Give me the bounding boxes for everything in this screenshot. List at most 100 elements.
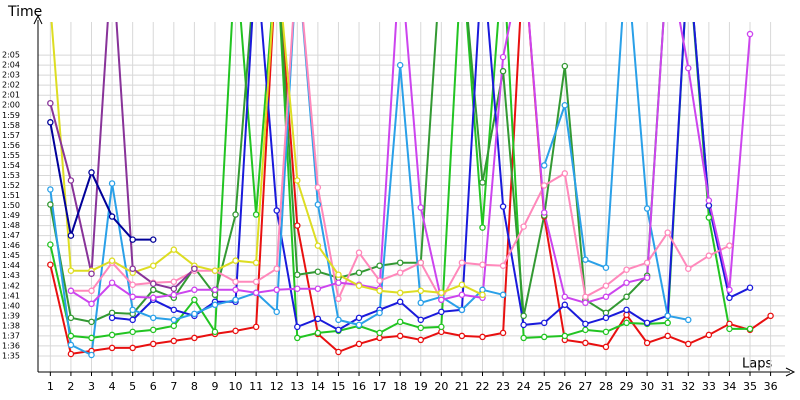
point-marker [458,259,466,266]
point-marker [335,295,342,303]
point-marker [273,207,280,214]
point-marker [499,329,507,337]
x-tick-label: 19 [414,380,428,393]
point-marker [746,30,754,38]
point-marker [479,261,486,268]
point-marker [273,308,280,316]
point-marker [88,351,95,359]
point-marker [108,213,116,220]
point-marker [479,224,486,231]
point-marker [67,314,75,322]
point-marker [232,278,239,285]
x-tick-label: 29 [620,380,634,393]
y-tick-label: 1:37 [2,331,20,340]
point-marker [582,339,589,347]
point-marker [355,321,363,329]
x-tick-label: 3 [88,380,95,393]
x-tick-label: 17 [373,380,387,393]
point-marker [458,291,466,299]
point-marker [520,312,527,320]
point-marker [602,343,610,351]
point-marker [232,211,239,218]
point-marker [499,291,507,299]
y-tick-label: 1:42 [2,281,20,290]
y-tick-label: 1:35 [2,351,20,360]
point-marker [540,162,548,169]
point-marker [643,205,651,212]
point-marker [376,262,383,269]
point-marker [252,259,260,266]
x-arrow [785,367,796,377]
point-marker [129,306,136,314]
y-tick-label: 1:41 [2,291,20,300]
y-arrow [33,14,43,25]
x-tick-label: 32 [681,380,695,393]
point-marker [582,320,589,328]
y-tick-label: 2:01 [2,91,20,100]
point-marker [396,332,404,340]
y-tick-label: 2:04 [2,61,20,70]
point-marker [170,291,178,299]
point-marker [479,333,486,341]
x-tick-label: 7 [170,380,177,393]
point-marker [88,318,95,326]
point-marker [561,170,569,177]
series-line [49,22,196,290]
point-marker [602,293,610,301]
point-marker [149,294,157,302]
x-tick-label: 21 [455,380,469,393]
point-marker [294,222,301,229]
x-tick-label: 25 [537,380,551,393]
y-axis-label: Time [7,4,42,20]
point-marker [252,289,260,297]
point-marker [170,246,178,253]
point-marker [191,296,198,304]
x-tick-label: 20 [434,380,448,393]
y-tick-label: 1:54 [2,161,20,170]
point-marker [108,180,116,187]
point-marker [67,177,75,184]
point-marker [664,229,671,236]
y-tick-label: 1:36 [2,341,20,350]
point-marker [458,306,466,314]
point-marker [108,257,116,264]
point-marker [705,214,713,221]
point-marker [191,310,198,318]
point-marker [335,316,342,324]
point-marker [170,306,178,314]
point-marker [191,334,198,342]
point-marker [602,282,610,290]
point-marker [726,286,733,294]
x-tick-label: 1 [47,380,54,393]
x-tick-label: 28 [599,380,613,393]
point-marker [129,344,136,352]
point-marker [520,223,527,230]
point-marker [417,287,425,295]
x-tick-label: 5 [129,380,136,393]
point-marker [170,285,178,293]
point-marker [376,277,383,284]
point-marker [355,269,363,276]
y-tick-label: 1:59 [2,111,20,120]
x-tick-label: 22 [475,380,489,393]
y-tick-label: 2:00 [2,101,20,110]
x-tick-label: 30 [640,380,654,393]
x-tick-label: 6 [150,380,157,393]
point-marker [479,291,486,299]
point-marker [726,242,733,249]
point-marker [417,204,425,211]
point-marker [499,203,507,210]
y-tick-label: 1:49 [2,211,20,220]
point-marker [396,318,404,326]
point-marker [149,262,157,269]
point-marker [67,267,75,274]
point-marker [149,314,157,322]
point-marker [191,286,198,294]
series-line [49,22,772,356]
x-tick-label: 11 [249,380,263,393]
plot-area [47,22,774,359]
point-marker [108,314,116,322]
point-marker [540,182,548,189]
point-marker [67,341,75,349]
point-marker [458,281,466,289]
